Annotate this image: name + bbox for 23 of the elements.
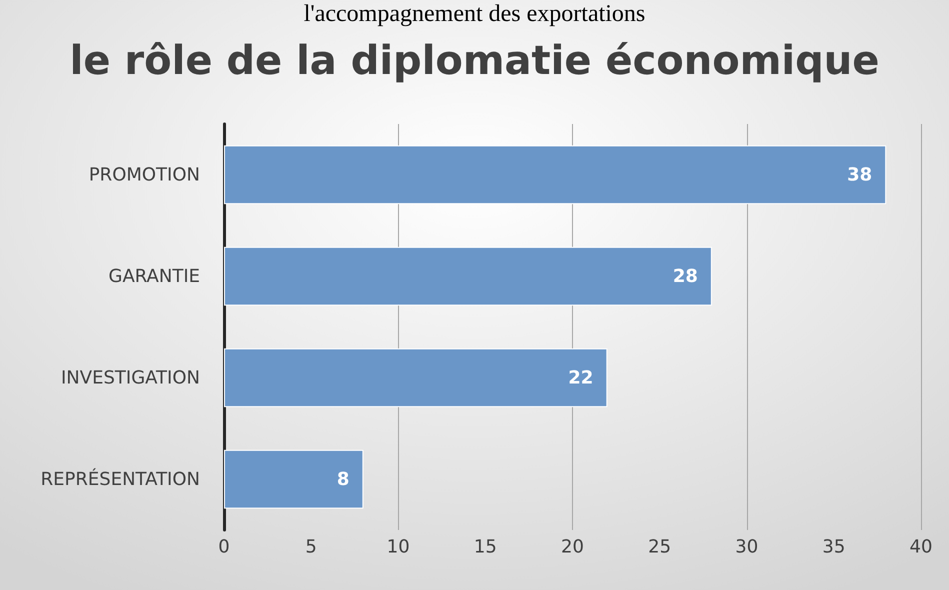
y-tick-label: INVESTIGATION xyxy=(61,367,200,388)
data-label: 28 xyxy=(672,266,698,287)
chart-title: le rôle de la diplomatie économique xyxy=(70,38,880,84)
x-tick-label: 40 xyxy=(910,536,932,558)
x-tick-label: 20 xyxy=(561,536,584,558)
bar xyxy=(224,246,712,306)
data-label: 38 xyxy=(847,164,872,186)
y-tick-label: GARANTIE xyxy=(108,266,200,287)
x-tick-label: 30 xyxy=(735,536,758,558)
y-tick-label: PROMOTION xyxy=(88,164,200,186)
data-label: 22 xyxy=(568,367,594,388)
x-tick-label: 10 xyxy=(386,536,410,558)
x-tick-label: 0 xyxy=(218,536,230,558)
bar xyxy=(224,450,364,509)
data-label: 8 xyxy=(336,468,350,490)
x-tick-label: 25 xyxy=(648,536,672,558)
x-tick-label: 5 xyxy=(305,536,317,558)
text: l'accompagnement des exportations xyxy=(304,1,646,27)
x-tick-label: 35 xyxy=(822,536,846,558)
bar xyxy=(224,145,886,204)
bar xyxy=(224,348,608,408)
y-tick-label: REPRÉSENTATION xyxy=(40,468,200,490)
x-tick-label: 15 xyxy=(474,536,497,558)
